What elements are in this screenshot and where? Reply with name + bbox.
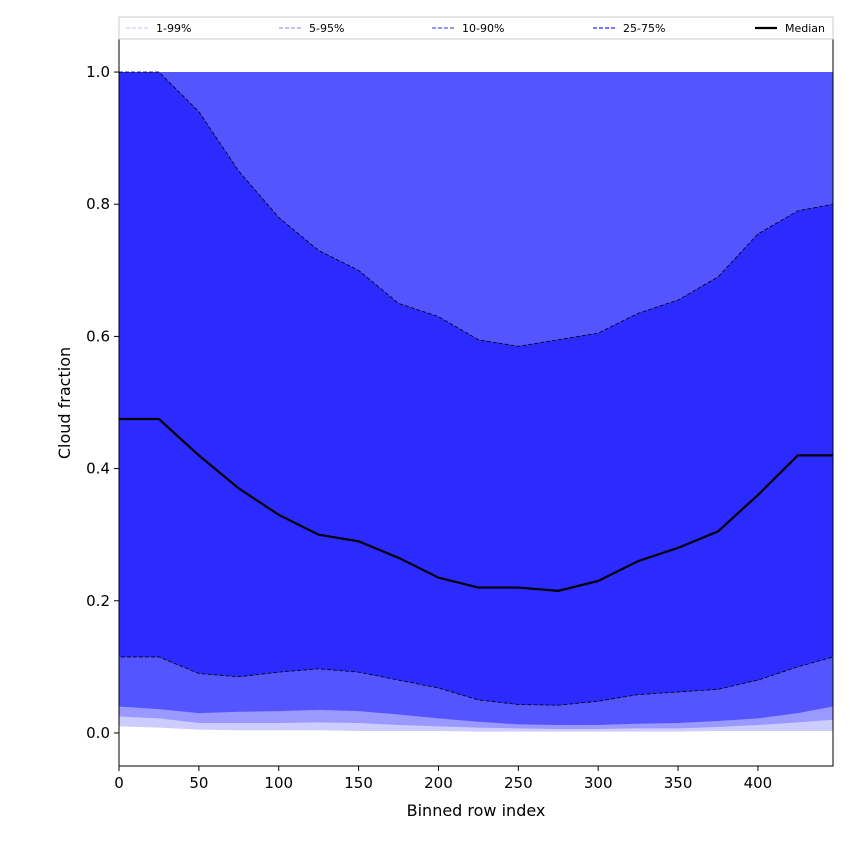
legend-label: 25-75% — [623, 22, 665, 35]
median-line — [119, 417, 833, 592]
x-tick-label: 400 — [744, 774, 773, 792]
legend-label: 1-99% — [156, 22, 191, 35]
y-axis: 0.0 0.2 0.4 0.6 0.8 1.0 — [86, 63, 119, 742]
x-tick-label: 350 — [664, 774, 693, 792]
x-tick-label: 150 — [344, 774, 373, 792]
y-tick-label: 0.2 — [86, 592, 110, 610]
y-tick-label: 0.8 — [86, 195, 110, 213]
x-axis-label: Binned row index — [407, 801, 546, 820]
x-tick-label: 250 — [504, 774, 533, 792]
y-tick-label: 0.6 — [86, 327, 110, 345]
x-tick-label: 0 — [114, 774, 124, 792]
legend-frame — [118, 16, 834, 40]
percentile-bands — [118, 71, 834, 732]
x-tick-label: 100 — [264, 774, 293, 792]
band-25-75 — [118, 71, 834, 706]
legend-label: 10-90% — [462, 22, 504, 35]
y-tick-label: 1.0 — [86, 63, 110, 81]
median-layer — [119, 417, 833, 592]
x-tick-label: 50 — [189, 774, 208, 792]
legend: 1-99% 5-95% 10-90% 25-75% Median — [118, 16, 834, 40]
x-tick-label: 300 — [584, 774, 613, 792]
legend-label: 5-95% — [309, 22, 344, 35]
x-tick-label: 200 — [424, 774, 453, 792]
y-tick-label: 0.0 — [86, 724, 110, 742]
y-axis-label: Cloud fraction — [55, 347, 74, 459]
y-tick-label: 0.4 — [86, 460, 110, 478]
x-axis: 0 50 100 150 200 250 300 350 400 — [114, 766, 772, 792]
legend-label: Median — [785, 22, 825, 35]
